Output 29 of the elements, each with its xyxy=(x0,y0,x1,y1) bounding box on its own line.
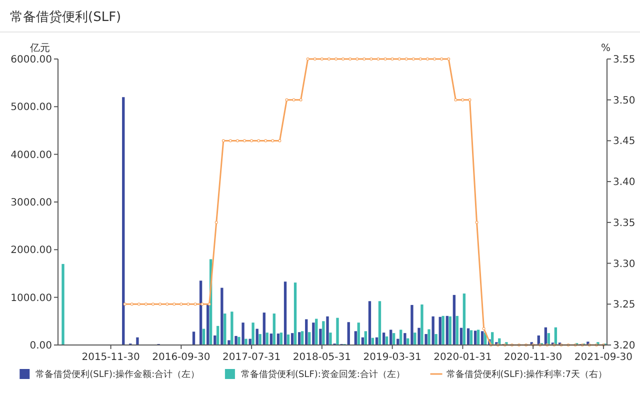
legend-label: 常备借贷便利(SLF):操作利率:7天（右） xyxy=(446,369,607,380)
y-tick-label: 1000.00 xyxy=(10,292,52,304)
x-tick-label: 2017-07-31 xyxy=(222,352,281,363)
y2-tick-label: 3.55 xyxy=(613,54,636,66)
y2-tick-label: 3.40 xyxy=(613,177,636,188)
x-tick-label: 2020-11-30 xyxy=(504,352,562,363)
y2-tick-label: 3.20 xyxy=(613,340,636,352)
y-tick-label: 5000.00 xyxy=(10,102,52,114)
y-tick-label: 2000.00 xyxy=(10,245,52,256)
y-tick-label: 0.00 xyxy=(30,340,52,352)
x-tick-label: 2015-11-30 xyxy=(82,352,140,363)
y-axis-title: 亿元 xyxy=(29,43,50,54)
x-tick-label: 2016-09-30 xyxy=(152,352,210,363)
y-tick-label: 6000.00 xyxy=(10,54,52,66)
y2-tick-label: 3.30 xyxy=(613,258,636,270)
y2-axis-title: % xyxy=(601,43,611,54)
x-tick-label: 2021-09-30 xyxy=(574,352,633,363)
x-tick-label: 2020-01-31 xyxy=(434,352,492,363)
legend-label: 常备借贷便利(SLF):操作金额:合计（左） xyxy=(36,369,200,380)
y-tick-label: 4000.00 xyxy=(10,150,52,161)
x-tick-label: 2018-05-31 xyxy=(292,352,352,363)
y-tick-label: 3000.00 xyxy=(10,198,52,208)
legend-label: 常备借贷便利(SLF):资金回笼:合计（左） xyxy=(240,369,405,380)
y2-tick-label: 3.25 xyxy=(613,300,636,311)
y2-tick-label: 3.45 xyxy=(613,136,636,148)
y2-tick-label: 3.35 xyxy=(613,218,636,229)
y2-tick-label: 3.50 xyxy=(613,95,636,106)
chart-title: 常备借贷便利(SLF) xyxy=(10,10,122,25)
x-tick-label: 2019-03-31 xyxy=(363,352,422,363)
